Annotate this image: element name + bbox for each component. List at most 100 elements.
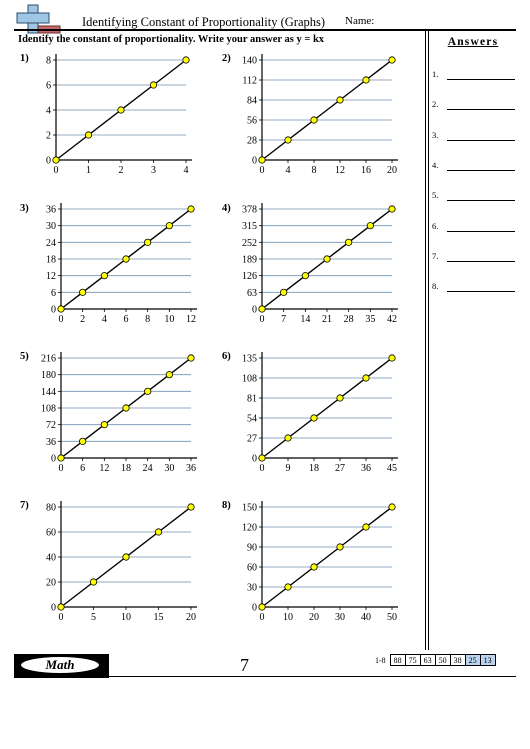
x-tick-label: 8 (145, 314, 150, 325)
data-point (362, 523, 370, 531)
x-tick-label: 36 (186, 463, 196, 474)
x-tick-label: 30 (164, 463, 174, 474)
answer-blank[interactable] (447, 169, 515, 171)
answer-blank[interactable] (447, 139, 515, 141)
x-tick-label: 12 (99, 463, 109, 474)
y-tick-label: 0 (252, 156, 257, 167)
x-tick-label: 20 (309, 612, 319, 623)
y-tick-label: 20 (46, 578, 56, 589)
x-tick-label: 30 (335, 612, 345, 623)
x-tick-label: 36 (361, 463, 371, 474)
score-range: 1-8 (375, 655, 386, 665)
x-tick-label: 12 (335, 165, 345, 176)
data-point (122, 255, 130, 263)
answer-row: 8. (432, 281, 516, 295)
answer-column-divider (425, 30, 426, 650)
score-cell: 25 (464, 654, 481, 666)
y-tick-label: 72 (46, 420, 56, 431)
subject-badge: Math (14, 654, 109, 678)
x-tick-label: 0 (59, 612, 64, 623)
footer-rule (14, 676, 516, 677)
y-tick-label: 0 (51, 603, 56, 614)
name-label: Name: (345, 15, 375, 27)
answer-row: 1. (432, 69, 516, 83)
data-point (182, 56, 190, 64)
y-tick-label: 54 (247, 414, 257, 425)
score-cell: 75 (404, 654, 421, 666)
answer-number: 8. (432, 281, 439, 292)
data-point (284, 136, 292, 144)
data-point (388, 56, 396, 64)
page-title: Identifying Constant of Proportionality … (82, 15, 326, 29)
x-tick-label: 10 (164, 314, 174, 325)
y-tick-label: 90 (247, 543, 257, 554)
answer-blank[interactable] (447, 260, 515, 262)
x-tick-label: 0 (59, 314, 64, 325)
y-tick-label: 6 (46, 81, 51, 92)
y-tick-label: 112 (242, 76, 257, 87)
y-tick-label: 80 (46, 503, 56, 514)
x-tick-label: 10 (121, 612, 131, 623)
answer-blank[interactable] (447, 200, 515, 202)
data-point (362, 76, 370, 84)
x-tick-label: 6 (124, 314, 129, 325)
answer-row: 7. (432, 251, 516, 265)
y-tick-label: 189 (242, 255, 257, 266)
answer-blank[interactable] (447, 230, 515, 232)
y-tick-label: 30 (247, 583, 257, 594)
x-tick-label: 0 (260, 165, 265, 176)
answer-row: 3. (432, 130, 516, 144)
answer-number: 2. (432, 99, 439, 110)
data-point (149, 81, 158, 89)
data-point (100, 272, 108, 280)
data-point (258, 454, 266, 462)
data-point (79, 288, 87, 296)
y-tick-label: 0 (51, 454, 56, 465)
y-tick-label: 8 (46, 56, 51, 67)
x-tick-label: 14 (300, 314, 310, 325)
x-tick-label: 16 (361, 165, 371, 176)
x-tick-label: 50 (387, 612, 397, 623)
data-point (258, 156, 266, 164)
subject-badge-label: Math (21, 657, 99, 673)
y-tick-label: 30 (46, 221, 56, 232)
score-cell: 63 (419, 654, 436, 666)
y-tick-label: 378 (242, 205, 257, 216)
proportionality-graph: 0 28 56 84 112 140 0 4 8 12 16 20 (242, 54, 398, 176)
proportionality-graph: 0 36 72 108 144 180 216 0 6 12 18 24 30 36 (41, 352, 197, 474)
data-point (336, 394, 344, 402)
data-point (310, 116, 318, 124)
x-tick-label: 3 (151, 165, 156, 176)
proportional-line (261, 357, 393, 459)
answer-blank[interactable] (447, 291, 515, 293)
y-tick-label: 56 (247, 116, 257, 127)
x-tick-label: 4 (184, 165, 189, 176)
x-tick-label: 20 (186, 612, 196, 623)
score-cell: 50 (434, 654, 451, 666)
data-point (284, 583, 292, 591)
data-point (336, 96, 344, 104)
y-tick-label: 4 (46, 106, 51, 117)
data-point (117, 106, 125, 114)
x-tick-label: 0 (59, 463, 64, 474)
x-tick-label: 45 (387, 463, 397, 474)
score-cell: 88 (389, 654, 406, 666)
data-point (144, 387, 152, 395)
y-tick-label: 6 (51, 288, 56, 299)
data-point (79, 437, 87, 445)
problem-label: 6) (222, 351, 231, 362)
answer-blank[interactable] (447, 109, 515, 111)
data-point (366, 222, 374, 230)
y-tick-label: 180 (41, 370, 56, 381)
x-tick-label: 28 (344, 314, 354, 325)
y-tick-label: 0 (252, 603, 257, 614)
page-number: 7 (240, 655, 249, 675)
y-tick-label: 60 (46, 528, 56, 539)
x-tick-label: 9 (286, 463, 291, 474)
problem-label: 1) (20, 53, 29, 64)
x-tick-label: 40 (361, 612, 371, 623)
answer-row: 4. (432, 160, 516, 174)
answer-blank[interactable] (447, 79, 515, 80)
y-tick-label: 216 (41, 354, 56, 365)
